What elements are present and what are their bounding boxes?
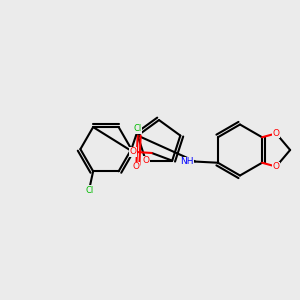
Text: O: O	[129, 147, 136, 156]
Text: O: O	[133, 162, 140, 171]
Text: NH: NH	[180, 157, 194, 166]
Text: O: O	[273, 162, 280, 171]
Text: Cl: Cl	[134, 124, 142, 133]
Text: Cl: Cl	[85, 186, 93, 195]
Text: O: O	[142, 156, 149, 165]
Text: O: O	[273, 129, 280, 138]
